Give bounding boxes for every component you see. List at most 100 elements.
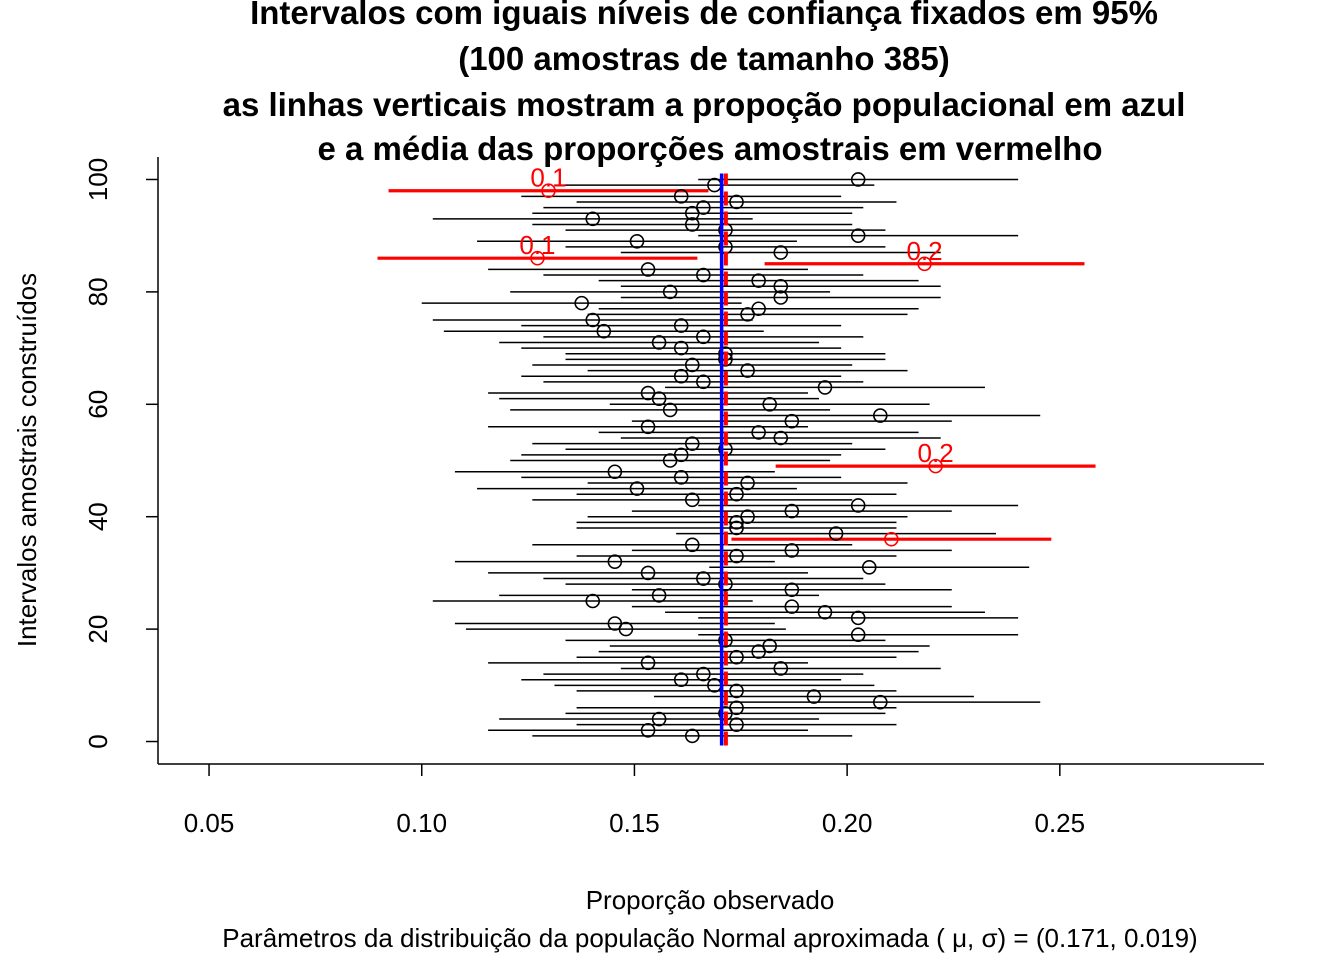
points-layer <box>530 172 943 744</box>
sample-point <box>541 183 556 199</box>
sample-point <box>696 267 711 283</box>
chart-title: Intervalos com iguais níveis de confianç… <box>223 0 1186 167</box>
sample-point <box>607 554 623 569</box>
sample-point <box>673 318 689 333</box>
sample-point <box>673 368 689 384</box>
sample-point <box>740 509 755 525</box>
reference-lines <box>719 173 728 746</box>
sample-point <box>651 588 667 603</box>
sample-point <box>640 565 656 581</box>
sample-point <box>884 531 899 547</box>
sample-point <box>817 604 833 620</box>
x-tick-label: 0.15 <box>609 808 660 838</box>
sample-point <box>817 380 833 395</box>
x-axis: 0.05 0.10 0.15 0.20 0.25 <box>184 764 1085 838</box>
y-axis: 0 20 40 60 80 100 <box>83 158 158 749</box>
y-tick-label: 60 <box>83 390 113 419</box>
sample-point <box>762 638 778 654</box>
sample-point <box>596 323 612 339</box>
missed-label: 0.1 <box>530 163 566 193</box>
sample-point <box>729 548 744 564</box>
sample-point <box>850 498 866 513</box>
missed-label: 0.2 <box>906 236 942 266</box>
sample-point <box>751 273 766 288</box>
sample-point <box>684 357 700 373</box>
sample-point <box>828 526 844 541</box>
sample-point <box>773 278 789 294</box>
sample-point <box>640 722 656 738</box>
missed-label: 0.1 <box>519 230 555 260</box>
title-line-4: e a média das proporções amostrais em ve… <box>318 130 1103 167</box>
sample-point <box>673 470 689 485</box>
sample-point <box>684 217 700 232</box>
sample-point <box>673 340 689 356</box>
y-axis-label: Intervalos amostrais construídos <box>12 273 42 647</box>
title-line-2: (100 amostras de tamanho 385) <box>458 40 950 77</box>
sample-point <box>861 559 877 575</box>
sample-point <box>729 683 744 699</box>
sample-point <box>729 194 744 210</box>
sample-point <box>585 593 601 609</box>
y-tick-label: 80 <box>83 277 113 306</box>
sample-point <box>607 464 623 480</box>
missed-label: 0.2 <box>918 438 954 468</box>
sample-point <box>784 413 800 429</box>
sample-point <box>729 717 744 732</box>
sample-point <box>873 408 888 423</box>
sample-point <box>784 503 800 519</box>
sample-point <box>585 312 601 328</box>
sample-point <box>873 694 888 710</box>
sample-point <box>696 374 711 390</box>
sample-point <box>751 301 766 317</box>
sample-point <box>850 172 866 187</box>
sample-point <box>651 711 667 727</box>
sample-point <box>696 666 711 682</box>
y-tick-label: 20 <box>83 615 113 644</box>
sample-point <box>762 396 778 412</box>
x-tick-label: 0.20 <box>822 808 873 838</box>
y-tick-label: 100 <box>83 158 113 201</box>
y-tick-label: 0 <box>83 734 113 748</box>
sample-point <box>773 290 789 305</box>
sample-point <box>729 486 744 502</box>
sample-point <box>850 610 866 626</box>
sample-point <box>784 582 800 598</box>
sample-point <box>850 228 866 243</box>
x-tick-label: 0.25 <box>1035 808 1086 838</box>
sample-point <box>784 543 800 558</box>
sample-point <box>585 211 601 227</box>
sample-point <box>530 250 545 266</box>
sample-point <box>773 430 789 446</box>
sample-point <box>696 571 711 586</box>
sample-point <box>696 200 711 215</box>
sample-point <box>640 385 656 401</box>
sample-point <box>673 672 689 687</box>
sample-point <box>684 537 700 553</box>
x-tick-label: 0.10 <box>396 808 447 838</box>
sample-point <box>607 616 623 631</box>
sample-point <box>928 458 943 474</box>
sample-point <box>850 627 866 643</box>
sample-point <box>696 329 711 345</box>
sample-point <box>684 436 700 451</box>
sample-point <box>629 234 645 249</box>
sample-point <box>773 661 789 676</box>
sample-point <box>662 284 678 300</box>
sample-point <box>751 425 766 440</box>
sample-point <box>673 189 689 204</box>
y-tick-label: 40 <box>83 502 113 531</box>
sample-point <box>651 335 667 350</box>
chart-subtitle: Parâmetros da distribuição da população … <box>222 923 1197 953</box>
title-line-1: Intervalos com iguais níveis de confianç… <box>250 0 1158 31</box>
sample-point <box>640 655 656 671</box>
sample-point <box>729 520 744 536</box>
sample-point <box>684 492 700 508</box>
title-line-3: as linhas verticais mostram a propoção p… <box>223 86 1186 123</box>
x-axis-label: Proporção observado <box>586 885 835 915</box>
sample-point <box>740 363 755 378</box>
sample-point <box>640 419 656 435</box>
sample-point <box>629 481 645 496</box>
sample-point <box>729 649 744 665</box>
sample-point <box>684 728 700 744</box>
